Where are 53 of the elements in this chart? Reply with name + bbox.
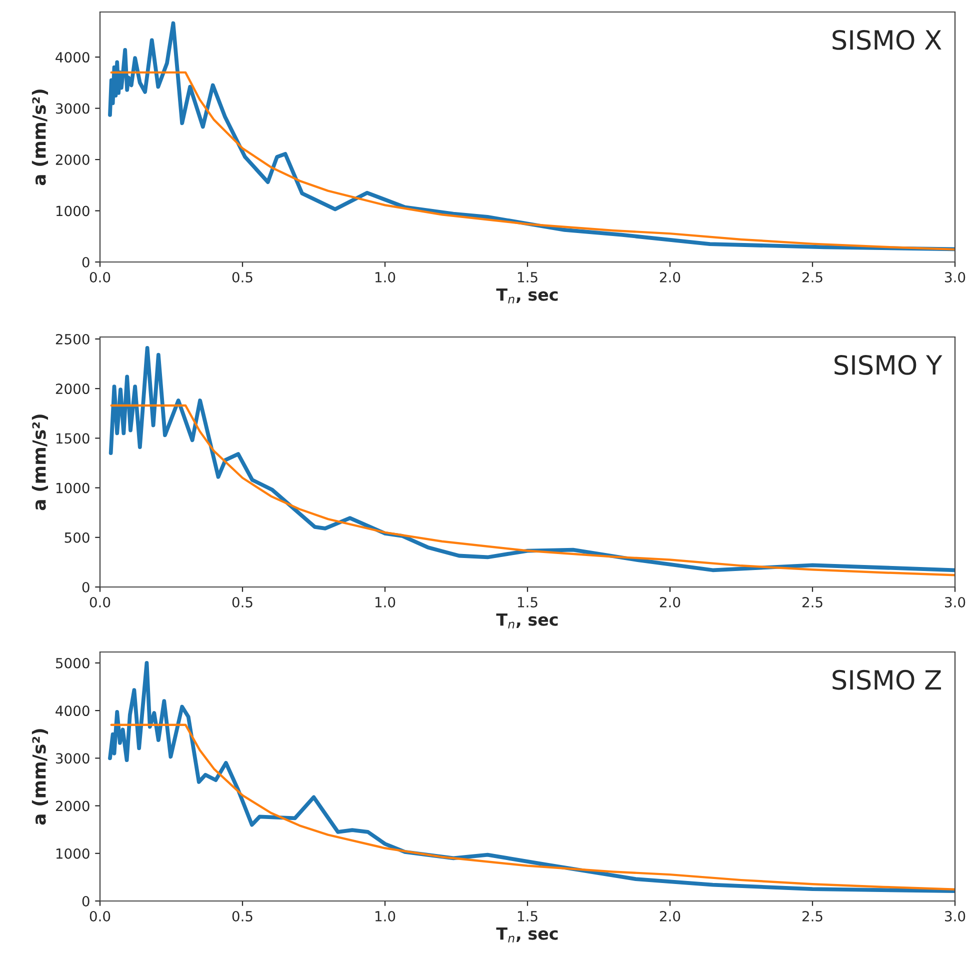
x-tick-label: 3.0 (945, 596, 966, 608)
x-tick-label: 1.0 (375, 596, 396, 608)
x-tick-label: 1.5 (518, 272, 538, 282)
y-tick-label: 1000 (56, 482, 90, 494)
y-tick-label: 500 (64, 532, 90, 543)
x-tick-label: 1.5 (518, 911, 538, 922)
y-tick-label: 4000 (56, 706, 90, 716)
line-series (108, 346, 955, 572)
y-tick-label: 0 (82, 896, 90, 906)
y-tick-label: 3000 (56, 753, 90, 764)
x-tick-label: 0.0 (90, 910, 110, 922)
x-tick-label: 3.0 (945, 910, 966, 922)
x-tick-label: 0.0 (90, 596, 110, 608)
y-axis-title: a (mm/s²) (32, 90, 48, 186)
y-tick-label: 1000 (56, 848, 90, 859)
y-axis-title: a (mm/s²) (32, 414, 48, 510)
y-tick-label: 2000 (56, 154, 90, 166)
x-axis-title: T$_{n}$, sec (496, 288, 558, 304)
x-tick-label: 2.5 (802, 910, 822, 922)
y-tick-label: 2500 (56, 334, 90, 344)
y-tick-label: 2000 (56, 800, 90, 812)
y-tick-label: 0 (82, 582, 90, 592)
annotation: SISMO Y (834, 354, 942, 375)
x-tick-label: 2.5 (802, 596, 822, 608)
x-tick-label: 0.5 (232, 910, 252, 922)
annotation: SISMO X (832, 30, 942, 50)
y-tick-label: 3000 (56, 103, 90, 114)
line-series (110, 404, 955, 576)
y-tick-label: 4000 (56, 52, 90, 63)
x-tick-label: 0.0 (90, 272, 110, 282)
y-tick-label: 2000 (56, 384, 90, 394)
line-series (108, 661, 955, 893)
line-series (110, 724, 955, 890)
y-tick-label: 1500 (56, 433, 90, 444)
x-tick-label: 2.0 (660, 910, 680, 922)
x-tick-label: 2.0 (660, 596, 680, 608)
x-tick-label: 3.0 (945, 272, 966, 282)
x-axis-title: T$_{n}$, sec (496, 927, 558, 942)
x-tick-label: 1.0 (375, 272, 396, 282)
annotation: SISMO Z (832, 670, 941, 690)
y-tick-label: 0 (82, 256, 90, 268)
line-series (110, 71, 955, 251)
x-tick-label: 1.0 (375, 910, 396, 922)
y-axis-title: a (mm/s²) (32, 729, 48, 825)
x-tick-label: 2.5 (802, 272, 822, 282)
x-axis-title: T$_{n}$, sec (496, 613, 558, 628)
x-tick-label: 2.0 (660, 272, 680, 282)
x-tick-label: 0.5 (232, 272, 252, 282)
y-tick-label: 1000 (56, 206, 90, 216)
y-tick-label: 5000 (56, 658, 90, 668)
x-tick-label: 0.5 (232, 596, 252, 608)
x-tick-label: 1.5 (518, 597, 538, 608)
line-series (108, 21, 955, 252)
